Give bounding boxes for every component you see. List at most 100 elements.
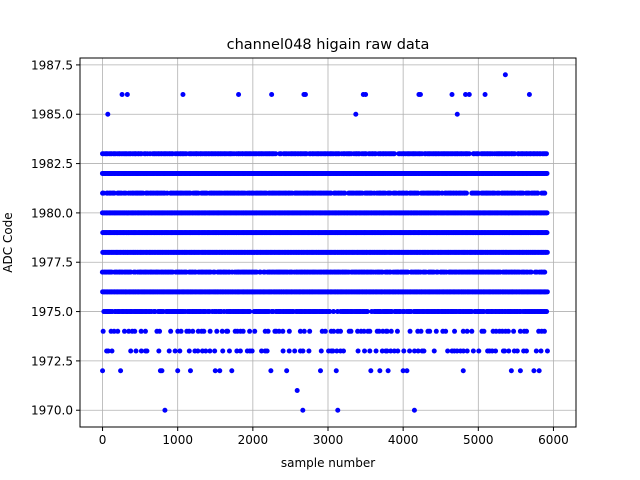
data-point [109, 348, 115, 354]
data-point [391, 151, 397, 157]
data-point [353, 111, 359, 117]
x-tick-label: 5000 [463, 433, 494, 447]
data-point [543, 151, 549, 157]
data-point [162, 407, 168, 413]
data-point [265, 328, 271, 334]
y-tick-label: 1975.0 [31, 305, 73, 319]
chart-title: channel048 higain raw data [227, 37, 430, 53]
data-point [431, 348, 437, 354]
data-point [541, 328, 547, 334]
data-point [237, 348, 243, 354]
data-point [469, 328, 475, 334]
data-point [362, 348, 368, 354]
data-point [240, 328, 246, 334]
data-point [195, 348, 201, 354]
data-point [544, 210, 550, 216]
data-point [481, 328, 487, 334]
data-point [301, 328, 307, 334]
data-point [180, 92, 186, 98]
data-point [454, 111, 460, 117]
data-point [542, 269, 548, 275]
x-axis-label: sample number [281, 456, 375, 470]
data-point [533, 348, 539, 354]
data-point [100, 368, 106, 374]
data-point [118, 368, 124, 374]
data-point [505, 328, 511, 334]
data-point [449, 92, 455, 98]
data-point [377, 368, 383, 374]
data-point [157, 328, 163, 334]
data-point [536, 368, 542, 374]
data-point [538, 348, 544, 354]
y-tick-label: 1972.5 [31, 354, 73, 368]
data-point [249, 348, 255, 354]
data-point [214, 328, 220, 334]
data-point [302, 92, 308, 98]
data-point [166, 348, 172, 354]
data-point [523, 348, 529, 354]
y-tick-label: 1980.0 [31, 206, 73, 220]
data-point [542, 190, 548, 196]
y-tick-label: 1970.0 [31, 404, 73, 418]
data-point [172, 348, 178, 354]
data-point [219, 328, 225, 334]
data-point [544, 230, 550, 236]
x-tick-label: 0 [99, 433, 107, 447]
data-point [317, 368, 323, 374]
data-point [132, 328, 138, 334]
data-point [544, 170, 550, 176]
data-point [338, 328, 344, 334]
data-point [322, 328, 328, 334]
x-tick-label: 3000 [313, 433, 344, 447]
data-point [292, 348, 298, 354]
data-point [464, 328, 470, 334]
data-point [175, 368, 181, 374]
data-point [341, 348, 346, 354]
data-point [476, 348, 482, 354]
data-point [300, 348, 306, 354]
y-axis-label: ADC Code [1, 212, 15, 272]
data-point [395, 348, 401, 354]
data-point [156, 348, 162, 354]
data-point [333, 368, 339, 374]
data-point [286, 328, 292, 334]
data-point [368, 368, 374, 374]
data-point [128, 348, 134, 354]
data-point [443, 328, 449, 334]
data-point [433, 328, 439, 334]
data-point [226, 348, 232, 354]
data-point [280, 348, 286, 354]
data-point [159, 368, 165, 374]
data-point [508, 368, 514, 374]
data-point [264, 348, 270, 354]
data-point [404, 368, 410, 374]
data-point [100, 328, 106, 334]
data-point [421, 348, 427, 354]
data-point [544, 289, 550, 295]
data-point [207, 328, 213, 334]
data-point [300, 407, 306, 413]
data-point [531, 368, 537, 374]
data-point [411, 407, 417, 413]
data-point [252, 328, 258, 334]
x-tick-label: 1000 [162, 433, 193, 447]
data-point [133, 348, 139, 354]
data-point [348, 328, 354, 334]
data-point [124, 92, 130, 98]
data-point [427, 328, 433, 334]
data-point [418, 328, 424, 334]
data-point [517, 368, 523, 374]
data-point [463, 190, 469, 196]
data-point [142, 328, 148, 334]
data-point [544, 309, 550, 315]
x-tick-label: 4000 [388, 433, 419, 447]
data-point [178, 328, 184, 334]
data-point [407, 328, 413, 334]
data-point [212, 348, 218, 354]
data-point [511, 328, 517, 334]
data-point [177, 348, 183, 354]
data-point [186, 348, 192, 354]
data-point [394, 328, 400, 334]
x-tick-label: 2000 [238, 433, 269, 447]
